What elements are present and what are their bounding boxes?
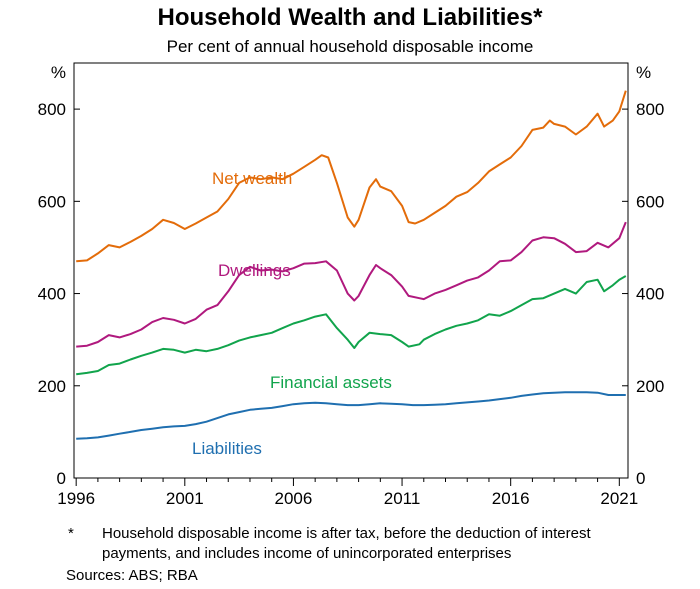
series-label-financial-assets: Financial assets: [270, 373, 392, 392]
x-tick-label: 1996: [57, 489, 95, 508]
y-unit-right: %: [636, 63, 651, 82]
series-line-dwellings: [76, 221, 627, 348]
y-tick-left-label: 800: [38, 100, 66, 119]
sources: Sources: ABS; RBA: [66, 567, 198, 584]
x-tick-label: 2021: [600, 489, 638, 508]
series-line-liabilities: [76, 391, 626, 440]
y-tick-left-label: 400: [38, 285, 66, 304]
series-label-dwellings: Dwellings: [218, 261, 291, 280]
x-tick-label: 2006: [275, 489, 313, 508]
series-label-net-wealth: Net wealth: [212, 169, 292, 188]
y-tick-right-label: 0: [636, 469, 645, 488]
y-tick-left-label: 200: [38, 377, 66, 396]
footnote: Household disposable income is after tax…: [102, 525, 591, 562]
y-tick-right-label: 600: [636, 192, 664, 211]
series-label-liabilities: Liabilities: [192, 439, 262, 458]
x-tick-label: 2001: [166, 489, 204, 508]
chart-title: Household Wealth and Liabilities*: [157, 4, 543, 31]
y-tick-left-label: 0: [57, 469, 66, 488]
x-tick-label: 2011: [384, 489, 421, 508]
chart-subtitle: Per cent of annual household disposable …: [166, 37, 534, 56]
y-tick-left-label: 600: [38, 192, 66, 211]
y-unit-left: %: [51, 63, 66, 82]
series-line-net-wealth: [76, 90, 627, 263]
x-tick-label: 2016: [492, 489, 530, 508]
y-tick-right-label: 200: [636, 377, 664, 396]
footnote-marker: *: [68, 525, 74, 542]
series-line-financial-assets: [76, 275, 627, 376]
y-tick-right-label: 400: [636, 285, 664, 304]
y-tick-right-label: 800: [636, 100, 664, 119]
plot-frame: [73, 62, 629, 479]
